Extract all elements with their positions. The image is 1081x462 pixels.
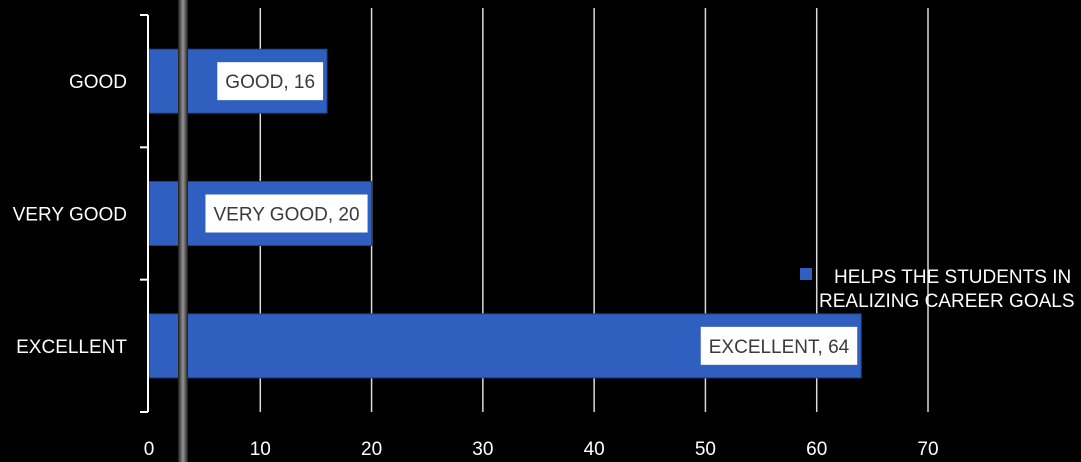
category-axis [140, 14, 149, 413]
legend-label: HELPS THE STUDENTS IN [834, 267, 1071, 288]
x-tick-label: 50 [695, 439, 716, 460]
data-label: EXCELLENT, 64 [709, 337, 850, 358]
category-labels: GOOD VERY GOOD EXCELLENT [13, 72, 128, 358]
legend-swatch [800, 268, 812, 280]
data-label-box [205, 194, 368, 233]
x-tick-label: 30 [472, 439, 493, 460]
x-tick-label: 40 [584, 439, 605, 460]
category-label: EXCELLENT [16, 337, 127, 358]
category-label: GOOD [69, 72, 127, 93]
data-label-box [217, 62, 324, 101]
x-tick-label: 60 [806, 439, 827, 460]
legend-label: REALIZING CAREER GOALS [819, 291, 1075, 312]
x-tick-label: 20 [361, 439, 382, 460]
x-tick-labels: 0 10 20 30 40 50 60 70 [144, 439, 939, 460]
x-tick-label: 70 [917, 439, 938, 460]
category-label: VERY GOOD [13, 205, 127, 226]
gridlines [259, 8, 929, 412]
data-label: VERY GOOD, 20 [213, 205, 359, 226]
x-tick-label: 0 [144, 439, 155, 460]
data-labels: GOOD, 16 VERY GOOD, 20 EXCELLENT, 64 [205, 62, 858, 365]
x-tick-label: 10 [250, 439, 271, 460]
data-label: GOOD, 16 [225, 72, 315, 93]
legend: HELPS THE STUDENTS IN REALIZING CAREER GO… [800, 267, 1075, 312]
data-label-box [700, 326, 858, 365]
decorative-vertical-rule [178, 0, 188, 462]
